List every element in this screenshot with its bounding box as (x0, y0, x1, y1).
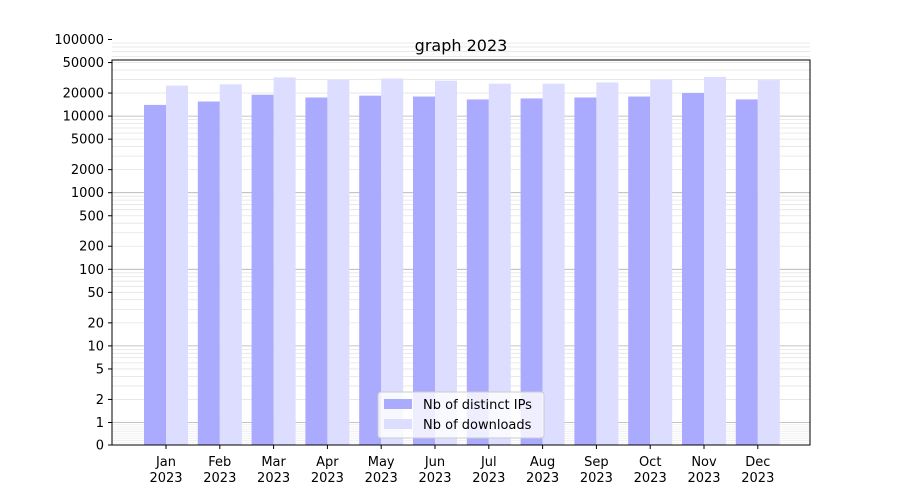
y-tick-label: 5 (96, 362, 104, 377)
y-tick-label: 0 (96, 439, 104, 454)
y-tick-label: 1000 (71, 186, 104, 201)
bars (144, 76, 780, 446)
y-tick-label: 5000 (71, 133, 104, 148)
bar-distinct-ips (574, 97, 597, 446)
x-tick-label-month: Oct (639, 455, 661, 470)
chart-title: graph 2023 (415, 36, 508, 55)
x-tick-label-month: Feb (208, 455, 231, 470)
y-tick-label: 10 (87, 339, 104, 354)
y-tick-label: 2000 (71, 163, 104, 178)
bar-distinct-ips (466, 99, 489, 445)
legend-swatch (384, 399, 412, 409)
bar-distinct-ips (144, 104, 166, 446)
bar-downloads (757, 80, 780, 445)
y-tick-label: 2 (96, 393, 104, 408)
y-tick-label: 100000 (54, 33, 104, 48)
bar-distinct-ips (735, 99, 758, 445)
x-tick-label-month: Apr (316, 455, 339, 470)
bar-distinct-ips (682, 93, 704, 445)
x-tick-label-year: 2023 (311, 471, 344, 486)
x-tick-label-month: Jan (155, 455, 176, 470)
bar-downloads (273, 77, 296, 445)
x-tick-label-year: 2023 (526, 471, 559, 486)
x-axis: Jan2023Feb2023Mar2023Apr2023May2023Jun20… (149, 445, 774, 486)
bar-downloads (542, 83, 565, 445)
x-tick-label-month: Nov (691, 455, 717, 470)
bar-downloads (488, 83, 511, 445)
bar-downloads (219, 84, 242, 445)
bar-downloads (166, 85, 188, 445)
bar-downloads (650, 79, 673, 445)
bar-downloads (704, 76, 726, 445)
bar-downloads (435, 80, 457, 446)
y-tick-label: 50 (87, 286, 104, 301)
x-tick-label-month: Sep (584, 455, 609, 470)
x-tick-label-year: 2023 (365, 471, 398, 486)
x-tick-label-month: Jun (424, 455, 445, 470)
x-tick-label-month: Jul (480, 455, 497, 470)
x-tick-label-year: 2023 (741, 471, 774, 486)
y-tick-label: 20 (87, 316, 104, 331)
x-tick-label-year: 2023 (203, 471, 236, 486)
bar-distinct-ips (305, 97, 328, 446)
y-tick-label: 200 (79, 240, 104, 255)
y-tick-label: 50000 (63, 56, 104, 71)
x-tick-label-year: 2023 (687, 471, 720, 486)
x-tick-label-month: Dec (745, 455, 770, 470)
legend: Nb of distinct IPs Nb of downloads (377, 391, 545, 439)
x-tick-label-year: 2023 (257, 471, 290, 486)
bar-distinct-ips (628, 96, 651, 445)
x-tick-label-year: 2023 (418, 471, 451, 486)
bar-distinct-ips (359, 95, 382, 445)
bar-distinct-ips (413, 96, 435, 445)
y-tick-label: 10000 (63, 110, 104, 125)
y-tick-label: 1 (96, 416, 104, 431)
x-tick-label-month: May (368, 455, 395, 470)
x-tick-label-year: 2023 (634, 471, 667, 486)
legend-label: Nb of distinct IPs (423, 398, 532, 413)
bar-downloads (327, 79, 350, 445)
legend-label: Nb of downloads (423, 418, 532, 433)
legend-box (377, 391, 545, 439)
bar-distinct-ips (197, 101, 220, 445)
x-tick-label-year: 2023 (149, 471, 182, 486)
bar-distinct-ips (520, 98, 543, 446)
x-tick-label-month: Aug (530, 455, 555, 470)
y-tick-label: 100 (79, 263, 104, 278)
x-tick-label-year: 2023 (580, 471, 613, 486)
x-tick-label-year: 2023 (472, 471, 505, 486)
legend-swatch (384, 419, 412, 429)
bar-downloads (596, 82, 619, 445)
x-tick-label-month: Mar (261, 455, 286, 470)
y-tick-label: 500 (79, 209, 104, 224)
plot-area-frame (111, 59, 811, 446)
bar-distinct-ips (251, 94, 274, 446)
y-tick-label: 20000 (63, 87, 104, 102)
y-axis: 0 1 2 5 10 20 50 100 200 500 1000 2000 5000 10000 2000… (54, 33, 112, 454)
bar-downloads (381, 78, 404, 445)
